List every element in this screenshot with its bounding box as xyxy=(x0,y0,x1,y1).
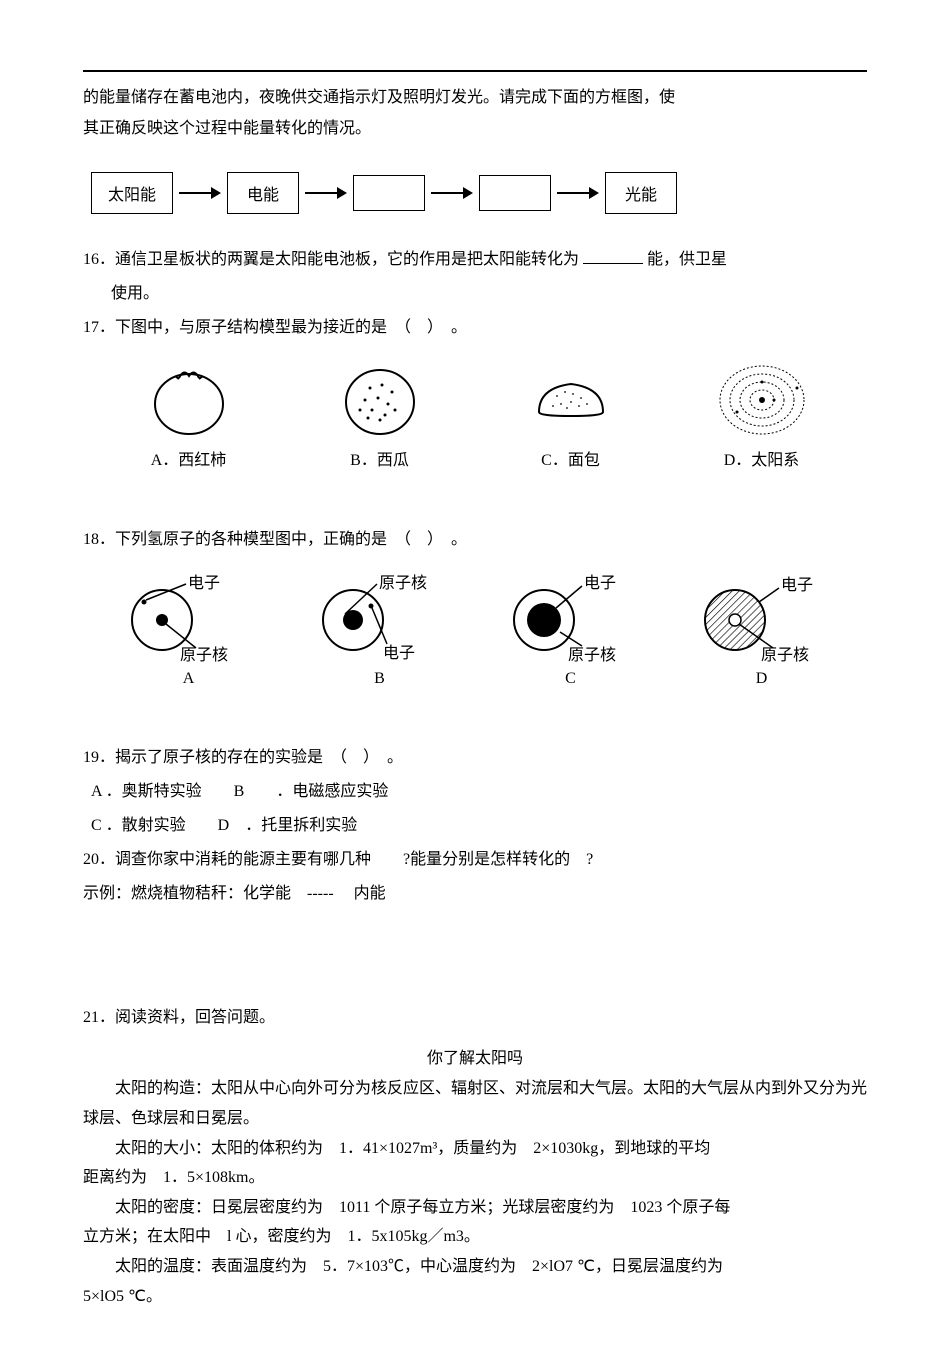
flow-box-solar: 太阳能 xyxy=(91,172,173,214)
header-rule xyxy=(83,70,867,72)
arrow-icon xyxy=(305,187,347,199)
q21-reading: 太阳的构造：太阳从中心向外可分为核反应区、辐射区、对流层和大气层。太阳的大气层从… xyxy=(83,1074,867,1311)
q19-stem: 19．揭示了原子核的存在的实验是 （ ） 。 xyxy=(83,744,867,772)
q18-caption-a: A xyxy=(93,670,284,688)
q18-caption-b: B xyxy=(284,670,475,688)
q20-example: 示例：燃烧植物秸秆：化学能 ----- 内能 xyxy=(83,880,867,908)
q18-caption-d: D xyxy=(666,670,857,688)
q18-caption-c: C xyxy=(475,670,666,688)
q20-stem: 20．调查你家中消耗的能源主要有哪几种 ?能量分别是怎样转化的 ? xyxy=(83,846,867,874)
q19-options-ab: A ．奥斯特实验 B ．电磁感应实验 xyxy=(83,778,867,806)
q16-blank xyxy=(583,248,643,264)
q18-opt-b-image: 原子核 电子 xyxy=(284,572,475,662)
q17-caption-a: A．西红柿 xyxy=(93,446,284,470)
q21-p1: 太阳的构造：太阳从中心向外可分为核反应区、辐射区、对流层和大气层。太阳的大气层从… xyxy=(83,1074,867,1133)
q17-opt-a-image xyxy=(93,360,284,438)
svg-text:原子核: 原子核 xyxy=(568,646,616,662)
svg-text:原子核: 原子核 xyxy=(379,574,427,592)
flow-box-electric: 电能 xyxy=(227,172,299,214)
q16-stem: 16．通信卫星板状的两翼是太阳能电池板，它的作用是把太阳能转化为 xyxy=(83,251,579,268)
q21-p4b: 5×lO5 ℃。 xyxy=(83,1282,867,1312)
svg-text:电子: 电子 xyxy=(781,576,813,594)
flow-box-blank-2 xyxy=(479,175,551,211)
svg-text:原子核: 原子核 xyxy=(180,646,228,662)
page-container: 的能量储存在蓄电池内，夜晚供交通指示灯及照明灯发光。请完成下面的方框图，使 其正… xyxy=(0,0,950,1351)
q18-image-row: 电子 原子核 原子核 电子 电子 原子核 xyxy=(83,572,867,662)
arrow-icon xyxy=(557,187,599,199)
q17-caption-d: D．太阳系 xyxy=(666,446,857,470)
arrow-icon xyxy=(431,187,473,199)
q21-p3b: 立方米；在太阳中 l 心，密度约为 1．5x105kg／m3。 xyxy=(83,1222,867,1252)
intro-line-2: 其正确反映这个过程中能量转化的情况。 xyxy=(83,115,867,142)
q17-stem: 17．下图中，与原子结构模型最为接近的是 （ ） 。 xyxy=(83,314,867,342)
q18-opt-a-image: 电子 原子核 xyxy=(93,572,284,662)
q19-options-cd: C ．散射实验 D ．托里拆利实验 xyxy=(83,812,867,840)
q21-p2a: 太阳的大小：太阳的体积约为 1．41×1027m³，质量约为 2×1030kg，… xyxy=(83,1134,867,1164)
q16-line-1: 16．通信卫星板状的两翼是太阳能电池板，它的作用是把太阳能转化为 能，供卫星 xyxy=(83,246,867,274)
q16-line-2: 使用。 xyxy=(83,280,867,308)
energy-flow-diagram: 太阳能 电能 光能 xyxy=(91,172,867,214)
q18-opt-d-image: 电子 原子核 xyxy=(666,572,857,662)
q17-opt-d-image xyxy=(666,360,857,438)
q21-title: 你了解太阳吗 xyxy=(83,1044,867,1068)
q17-caption-c: C．面包 xyxy=(475,446,666,470)
svg-text:电子: 电子 xyxy=(584,574,616,592)
q17-caption-row: A．西红柿 B．西瓜 C．面包 D．太阳系 xyxy=(83,446,867,470)
q18-caption-row: A B C D xyxy=(83,670,867,688)
svg-text:电子: 电子 xyxy=(383,644,415,662)
flow-box-light: 光能 xyxy=(605,172,677,214)
arrow-icon xyxy=(179,187,221,199)
q16-tail: 能，供卫星 xyxy=(647,251,727,268)
q17-opt-b-image xyxy=(284,360,475,438)
svg-text:电子: 电子 xyxy=(188,574,220,592)
q17-opt-c-image xyxy=(475,360,666,438)
flow-box-blank-1 xyxy=(353,175,425,211)
intro-line-1: 的能量储存在蓄电池内，夜晚供交通指示灯及照明灯发光。请完成下面的方框图，使 xyxy=(83,84,867,111)
q21-p4a: 太阳的温度：表面温度约为 5．7×103℃，中心温度约为 2×lO7 ℃，日冕层… xyxy=(83,1252,867,1282)
svg-text:原子核: 原子核 xyxy=(761,646,809,662)
q18-opt-c-image: 电子 原子核 xyxy=(475,572,666,662)
q21-stem: 21．阅读资料，回答问题。 xyxy=(83,1004,867,1032)
q21-p2b: 距离约为 1．5×108km。 xyxy=(83,1163,867,1193)
q21-p3a: 太阳的密度：日冕层密度约为 1011 个原子每立方米；光球层密度约为 1023 … xyxy=(83,1193,867,1223)
q17-caption-b: B．西瓜 xyxy=(284,446,475,470)
q17-image-row xyxy=(83,360,867,438)
q18-stem: 18．下列氢原子的各种模型图中，正确的是 （ ） 。 xyxy=(83,526,867,554)
